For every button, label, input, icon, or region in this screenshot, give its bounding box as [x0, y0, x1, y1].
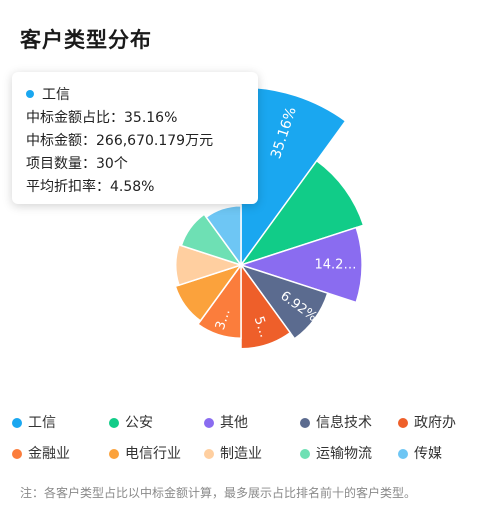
tooltip-dot — [26, 90, 34, 98]
tooltip-name: 工信 — [42, 87, 70, 103]
rose-slice[interactable] — [205, 205, 242, 268]
slice-label: 5… — [251, 315, 272, 340]
legend-label: 工信 — [28, 415, 56, 431]
legend-item[interactable]: 其他 — [204, 412, 248, 434]
legend-dot — [12, 449, 22, 459]
legend-label: 公安 — [125, 415, 153, 431]
rose-slice[interactable] — [239, 263, 329, 340]
legend-item[interactable]: 工信 — [12, 412, 56, 434]
rose-slice[interactable] — [240, 262, 292, 350]
legend-label: 金融业 — [28, 446, 70, 462]
legend-dot — [398, 449, 408, 459]
legend-label: 其他 — [220, 415, 248, 431]
legend-dot — [398, 418, 408, 428]
rose-slice[interactable] — [174, 263, 243, 322]
footnote: 注：各客户类型占比以中标金额计算，最多展示占比排名前十的客户类型。 — [20, 486, 417, 500]
slice-label: 14.2… — [315, 258, 357, 273]
rose-slice[interactable] — [238, 226, 363, 304]
legend-dot — [12, 418, 22, 428]
legend-item[interactable]: 制造业 — [204, 443, 262, 465]
rose-slice[interactable] — [239, 159, 365, 267]
rose-slice[interactable] — [180, 213, 243, 267]
legend-dot — [204, 418, 214, 428]
rose-chart: 35.16%14.2…6.92%5…3… — [174, 86, 365, 350]
rose-slice[interactable] — [196, 262, 242, 340]
tooltip-count: 项目数量：30个 — [26, 156, 128, 172]
legend-item[interactable]: 公安 — [109, 412, 153, 434]
tooltip: 工信 中标金额占比：35.16% 中标金额：266,670.179万元 项目数量… — [12, 72, 258, 204]
legend-label: 制造业 — [220, 446, 262, 462]
slice-label: 3… — [213, 307, 234, 332]
legend-label: 传媒 — [414, 446, 442, 462]
legend-dot — [109, 449, 119, 459]
legend-dot — [204, 449, 214, 459]
legend-dot — [109, 418, 119, 428]
tooltip-share: 中标金额占比：35.16% — [26, 110, 178, 126]
legend-item[interactable]: 传媒 — [398, 443, 442, 465]
legend-label: 信息技术 — [316, 415, 372, 431]
legend-dot — [300, 418, 310, 428]
legend-item[interactable]: 信息技术 — [300, 412, 372, 434]
legend-item[interactable]: 金融业 — [12, 443, 70, 465]
legend-item[interactable]: 运输物流 — [300, 443, 372, 465]
legend-item[interactable]: 电信行业 — [109, 443, 181, 465]
rose-slice[interactable] — [175, 243, 244, 287]
legend-label: 电信行业 — [125, 446, 181, 462]
legend-item[interactable]: 政府办 — [398, 412, 456, 434]
legend-dot — [300, 449, 310, 459]
legend-label: 政府办 — [414, 415, 456, 431]
chart-title: 客户类型分布 — [20, 28, 152, 52]
legend-label: 运输物流 — [316, 446, 372, 462]
tooltip-amount: 中标金额：266,670.179万元 — [26, 133, 214, 149]
tooltip-discount: 平均折扣率：4.58% — [26, 179, 155, 195]
tooltip-header: 工信 — [26, 84, 244, 107]
